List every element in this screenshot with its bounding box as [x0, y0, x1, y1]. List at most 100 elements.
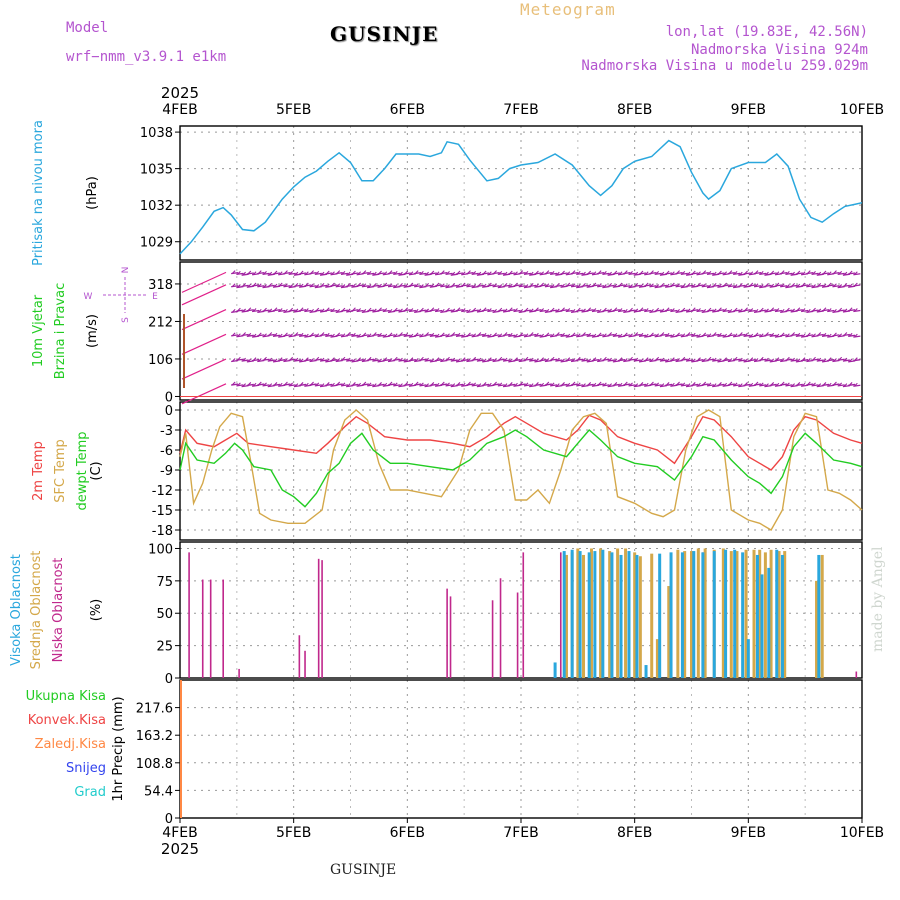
wind-barb-tick [676, 308, 680, 313]
cloud-bar-high_cloud [601, 549, 605, 678]
wind-barb-tick [252, 382, 257, 387]
wind-barb-tick [602, 356, 607, 361]
wind-barb-tick [702, 270, 707, 274]
wind-barb-tick [853, 357, 858, 362]
wind-barb-tick [822, 283, 827, 288]
wind-barb-tick [378, 283, 382, 288]
wind-barb-tick [623, 283, 628, 288]
wind-barb-tick [299, 358, 304, 363]
wind-barb-tick [540, 282, 545, 287]
wind-barb-tick [691, 270, 696, 275]
ytick-label-temperature: 0 [165, 404, 173, 419]
wind-barb-tick [738, 357, 743, 362]
wind-barb-tick [268, 282, 273, 287]
wind-barb-tick [561, 382, 565, 386]
wind-barb-tick [383, 271, 388, 276]
wind-barb-tick [498, 382, 503, 387]
wind-barb-tick [587, 283, 592, 288]
wind-barb-tick [576, 382, 581, 387]
cloud-bar-low_cloud [491, 600, 494, 678]
wind-barb-tick [848, 358, 853, 363]
cloud-bar-mid_cloud [783, 551, 787, 678]
wind-barb-tick [848, 382, 853, 386]
wind-barb-tick [791, 308, 796, 313]
cloud-bar-low_cloud [304, 650, 306, 678]
wind-barb-tick [467, 270, 471, 274]
wind-barb-tick [822, 270, 827, 275]
wind-barb-tick [325, 270, 330, 275]
wind-barb-tick [686, 332, 691, 336]
wind-barb-tick [540, 357, 545, 362]
wind-barb-tick [273, 270, 278, 275]
wind-barb-tick [451, 308, 456, 313]
wind-barb-tick [378, 332, 382, 337]
wind-barb-tick [613, 332, 618, 337]
wind-barb-tick [331, 308, 335, 312]
ylabel-mid-cloud: Srednja Oblacnost [29, 551, 44, 670]
wind-barb-tick [263, 284, 267, 288]
wind-barb-tick [571, 358, 576, 362]
wind-barb-tick [681, 356, 686, 361]
ylabel-pressure: Pritisak na nivou mora [31, 120, 46, 266]
wind-barb-tick [419, 307, 424, 312]
wind-barb-tick [566, 308, 571, 312]
wind-barb-tick [827, 308, 832, 312]
wind-barb-tick [639, 358, 644, 363]
wind-barb-tick [718, 283, 722, 288]
wind-barb-tick [780, 270, 785, 274]
wind-barb-tick [252, 357, 257, 362]
wind-barb-tick [357, 357, 362, 362]
wind-barb-tick [414, 381, 419, 386]
wind-barb-tick [336, 381, 341, 386]
wind-barb-tick [461, 308, 466, 312]
xtick-label-top: 6FEB [390, 102, 425, 118]
wind-barb-tick [404, 382, 409, 386]
cloud-bar-low_cloud [238, 668, 240, 678]
ylabel-wind-unit: (m/s) [85, 314, 100, 348]
wind-barb-tick [242, 383, 246, 388]
wind-barb-tick [582, 282, 586, 287]
wind-barb-tick [723, 357, 728, 362]
wind-barb-tick [367, 382, 372, 387]
wind-barb-tick [336, 332, 341, 337]
wind-barb-tick [472, 284, 477, 288]
wind-barb-tick [555, 271, 560, 276]
wind-barb-tick [503, 332, 508, 336]
wind-barb-tick [430, 332, 435, 337]
wind-barb-tick [550, 333, 555, 338]
wind-barb-tick [310, 270, 314, 274]
wind-barb-tick [493, 270, 497, 274]
wind-barb-tick [613, 358, 618, 363]
wind-barb-tick [461, 282, 466, 287]
wind-barb-tick [440, 358, 445, 362]
wind-barb-tick [336, 283, 341, 288]
wind-barb-tick [498, 270, 503, 275]
wind-barb-tick [817, 357, 822, 362]
wind-barb-tick [681, 284, 686, 288]
wind-barb-tick [733, 333, 738, 338]
wind-barb-tick [493, 381, 497, 386]
cloud-bar-high_cloud [587, 552, 591, 678]
wind-barb-tick [414, 283, 419, 288]
wind-barb-tick [252, 271, 257, 276]
wind-barb-tick [791, 383, 796, 388]
cloud-bar-low_cloud [855, 671, 858, 678]
cloud-bar-low_cloud [209, 579, 212, 678]
wind-barb-tick [467, 381, 471, 386]
wind-barb-tick [284, 283, 288, 288]
wind-barb-tick [346, 332, 351, 336]
wind-barb-tick [304, 333, 309, 338]
wind-barb-tick [362, 270, 367, 274]
wind-barb-tick [430, 270, 435, 275]
wind-barb-tick [393, 356, 398, 361]
cloud-bar-high_cloud [669, 552, 673, 678]
wind-barb-tick [697, 282, 701, 287]
wind-barb-tick [346, 357, 351, 362]
wind-barb-tick [853, 271, 858, 276]
wind-barb-tick [728, 270, 733, 274]
wind-barb-tick [273, 382, 278, 386]
wind-barb-tick [561, 332, 565, 337]
wind-barb-tick [289, 284, 294, 288]
wind-barb-tick [315, 284, 320, 288]
wind-barb-tick [707, 333, 712, 338]
